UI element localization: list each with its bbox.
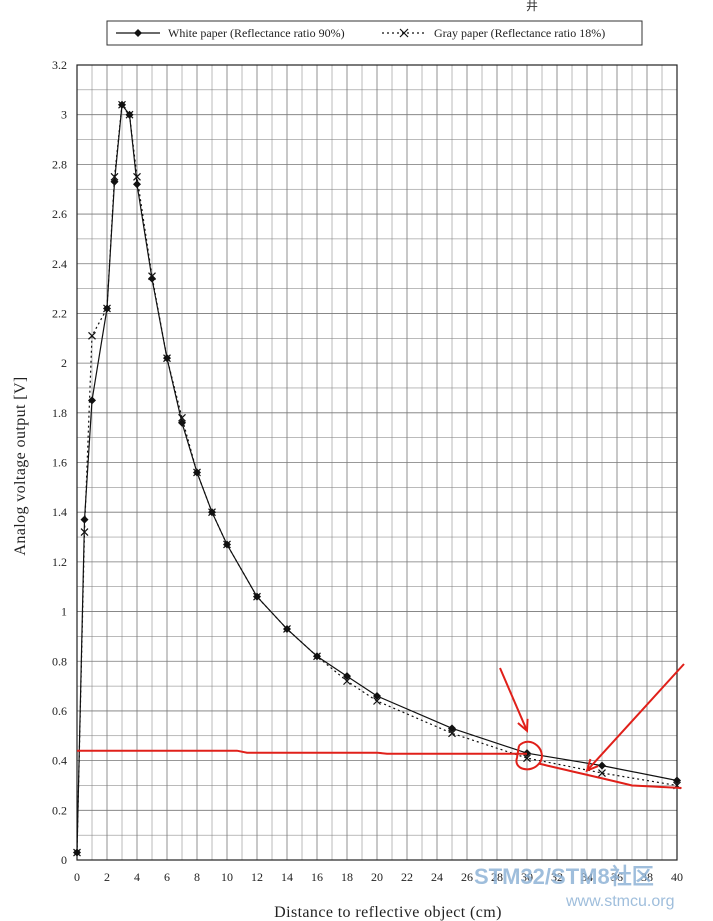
x-tick-label: 38 [641, 870, 653, 884]
x-tick-label: 16 [311, 870, 323, 884]
data-point-x [148, 272, 156, 281]
x-tick-label: 26 [461, 870, 473, 884]
x-tick-label: 30 [521, 870, 533, 884]
data-point-diamond [673, 776, 681, 785]
data-point-x [208, 508, 216, 517]
x-tick-label: 6 [164, 870, 170, 884]
data-point-diamond [373, 692, 381, 701]
y-tick-label: 2.6 [52, 207, 67, 221]
data-point-diamond [343, 672, 351, 681]
annotation-arrowhead [585, 758, 599, 773]
legend-label-white: White paper (Reflectance ratio 90%) [168, 26, 345, 40]
data-point-x [118, 100, 126, 109]
x-tick-label: 28 [491, 870, 503, 884]
x-tick-label: 40 [671, 870, 683, 884]
data-point-x [373, 697, 381, 705]
x-tick-labels: 0 2 4 6 8 10 12 14 16 18 20 22 24 26 28 30 32 34 36 38 40 [74, 870, 683, 884]
data-point-x [110, 172, 119, 181]
x-tick-label: 10 [221, 870, 233, 884]
x-tick-label: 34 [581, 870, 593, 884]
y-tick-label: 2.8 [52, 157, 67, 171]
data-point-x [125, 110, 134, 119]
annotation-layer [77, 663, 685, 789]
x-tick-label: 32 [551, 870, 563, 884]
x-tick-label: 36 [611, 870, 623, 884]
x-axis-title: Distance to reflective object (cm) [274, 904, 502, 921]
x-tick-label: 4 [134, 870, 140, 884]
data-point-x [193, 468, 201, 477]
y-tick-label: 0 [61, 853, 67, 867]
y-tick-label: 1.4 [52, 505, 67, 519]
legend-marker-gray [399, 28, 409, 38]
data-point-diamond [448, 724, 456, 733]
legend-label-gray: Gray paper (Reflectance ratio 18%) [434, 26, 605, 40]
data-point-x [80, 528, 89, 536]
data-point-x [343, 677, 351, 686]
grid [76, 64, 678, 861]
y-tick-label: 1.6 [52, 456, 67, 470]
x-tick-label: 24 [431, 870, 443, 884]
data-point-diamond [598, 761, 606, 770]
x-tick-label: 2 [104, 870, 110, 884]
data-point-x [178, 413, 186, 422]
x-tick-label: 14 [281, 870, 293, 884]
y-tick-label: 1 [61, 605, 67, 619]
series-layer [73, 100, 681, 857]
plot-frame [76, 64, 678, 861]
data-point-x [313, 652, 321, 661]
corner-mark: 井 [526, 0, 538, 13]
y-tick-label: 0.2 [52, 803, 67, 817]
x-tick-label: 20 [371, 870, 383, 884]
y-tick-labels: 0 0.2 0.4 0.6 0.8 1 1.2 1.4 1.6 1.8 2 2.2 2.4 2.6 2.8 3… [52, 58, 67, 867]
data-point-diamond [80, 515, 89, 524]
annotation-arrowhead [517, 718, 529, 733]
x-tick-label: 8 [194, 870, 200, 884]
y-axis-title: Analog voltage output [V] [12, 376, 29, 555]
x-tick-label: 12 [251, 870, 263, 884]
y-tick-label: 3.2 [52, 58, 67, 72]
watermark-url: www.stmcu.org [565, 893, 674, 910]
x-tick-label: 0 [74, 870, 80, 884]
y-tick-label: 0.8 [52, 654, 67, 668]
y-tick-label: 1.8 [52, 406, 67, 420]
data-point-x [88, 331, 96, 340]
y-tick-label: 2.2 [52, 306, 67, 320]
data-point-diamond [178, 418, 186, 427]
data-point-x [73, 848, 81, 857]
legend: White paper (Reflectance ratio 90%) Gray… [106, 20, 643, 46]
legend-box [106, 20, 643, 46]
highlight-circle [515, 740, 543, 771]
y-tick-label: 2.4 [52, 257, 67, 271]
data-point-x [223, 540, 231, 549]
y-tick-label: 0.4 [52, 754, 67, 768]
watermark-main: STM32/STM8社区 [474, 864, 654, 889]
y-tick-label: 2 [61, 356, 67, 370]
annotation-arrow [586, 663, 685, 772]
series-line [76, 103, 678, 853]
data-point-x [598, 769, 606, 777]
data-point-x [163, 354, 171, 363]
threshold-line [77, 749, 527, 755]
data-point-x [133, 172, 141, 181]
threshold-curve [538, 762, 682, 789]
legend-marker-white [134, 29, 142, 37]
data-point-x [448, 729, 456, 738]
x-tick-label: 18 [341, 870, 353, 884]
x-tick-label: 22 [401, 870, 413, 884]
series-gray-paper [73, 100, 681, 857]
y-tick-label: 0.6 [52, 704, 67, 718]
data-point-x [283, 625, 291, 633]
data-point-x [253, 592, 261, 601]
y-tick-label: 3 [61, 108, 67, 122]
data-point-x [103, 304, 111, 313]
y-tick-label: 1.2 [52, 555, 67, 569]
data-point-x [523, 754, 531, 763]
annotation-arrow [499, 667, 528, 732]
